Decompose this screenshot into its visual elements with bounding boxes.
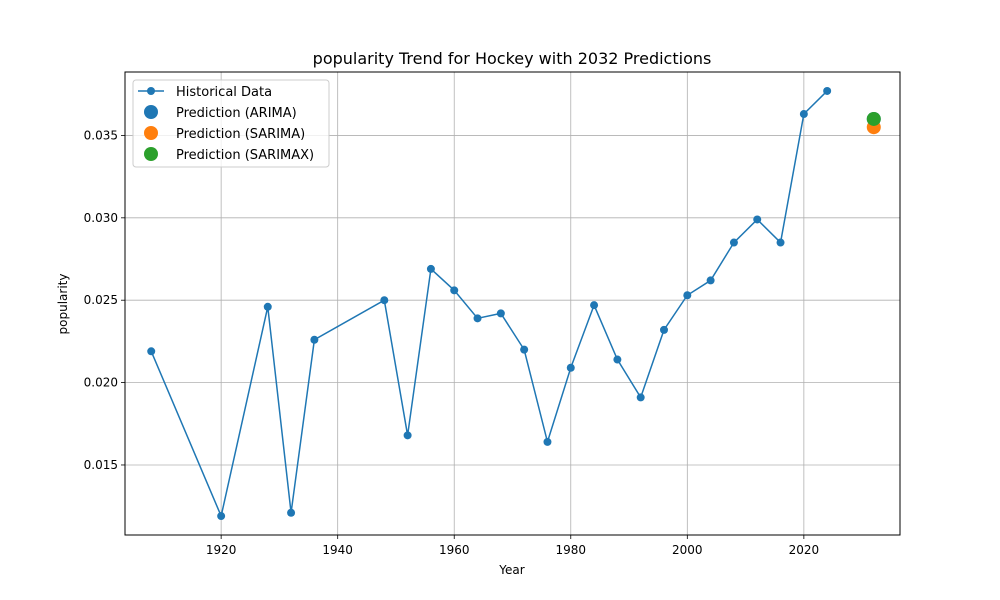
- historical-data-point: [543, 437, 552, 446]
- y-tick-label: 0.030: [84, 211, 118, 225]
- x-tick-label: 1920: [206, 543, 237, 557]
- historical-data-point: [426, 264, 435, 273]
- legend-marker: [144, 147, 158, 161]
- historical-data-point: [636, 393, 645, 402]
- x-tick-label: 1960: [439, 543, 470, 557]
- y-axis-label: popularity: [56, 274, 70, 335]
- y-tick-label: 0.020: [84, 376, 118, 390]
- legend-label: Prediction (ARIMA): [176, 106, 297, 121]
- historical-data-point: [403, 431, 412, 440]
- historical-data-point: [683, 291, 692, 300]
- series-layer: [147, 86, 881, 521]
- legend-marker: [147, 87, 155, 95]
- legend-marker: [144, 126, 158, 140]
- historical-data-point: [799, 110, 808, 119]
- legend: Historical Data Prediction (ARIMA) Predict…: [132, 79, 330, 168]
- x-axis-label: Year: [498, 563, 524, 577]
- historical-data-point: [613, 355, 622, 364]
- x-axis: 1920 1940 1960 1980 2000 2020: [206, 535, 819, 557]
- historical-data-point: [147, 347, 156, 356]
- prediction-sarimax-point: [866, 111, 881, 126]
- historical-data-point: [310, 335, 319, 344]
- x-tick-label: 2000: [672, 543, 703, 557]
- historical-data-point: [496, 309, 505, 318]
- historical-data-point: [380, 296, 389, 305]
- historical-data-point: [473, 314, 482, 323]
- historical-data-point: [729, 238, 738, 247]
- historical-data-point: [263, 302, 272, 311]
- x-tick-label: 1980: [555, 543, 586, 557]
- historical-data-point: [776, 238, 785, 247]
- legend-label: Historical Data: [176, 85, 272, 100]
- historical-data-point: [450, 286, 459, 295]
- y-tick-label: 0.025: [84, 293, 118, 307]
- historical-data-point: [753, 215, 762, 224]
- historical-data-point: [590, 301, 599, 310]
- historical-data-point: [660, 325, 669, 334]
- historical-data-point: [217, 512, 226, 521]
- chart-title: popularity Trend for Hockey with 2032 Pr…: [313, 49, 712, 68]
- historical-data-point: [706, 276, 715, 285]
- historical-data-point: [823, 86, 832, 95]
- y-tick-label: 0.015: [84, 458, 118, 472]
- y-axis: 0.015 0.020 0.025 0.030 0.035: [84, 128, 125, 472]
- legend-box: [132, 79, 330, 168]
- x-tick-label: 1940: [322, 543, 353, 557]
- historical-data-point: [287, 508, 296, 517]
- y-tick-label: 0.035: [84, 128, 118, 142]
- historical-data-point: [520, 345, 529, 354]
- legend-label: Prediction (SARIMA): [176, 127, 305, 142]
- legend-marker: [144, 105, 158, 119]
- plot-frame: [124, 71, 901, 536]
- x-tick-label: 2020: [789, 543, 820, 557]
- historical-data-point: [566, 363, 575, 372]
- legend-label: Prediction (SARIMAX): [176, 148, 314, 163]
- grid: [125, 72, 900, 535]
